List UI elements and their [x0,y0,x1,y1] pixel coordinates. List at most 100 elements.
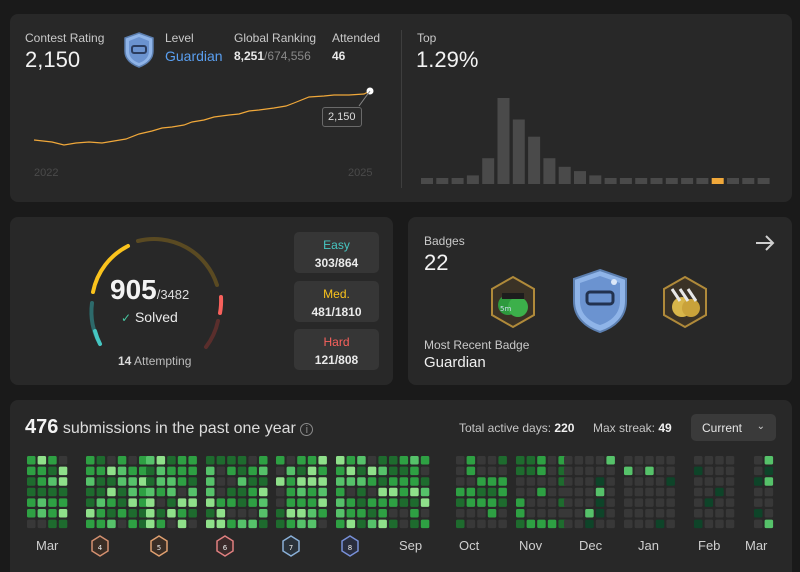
heatmap-cell[interactable] [318,456,327,465]
heatmap-cell[interactable] [585,498,594,507]
year-select[interactable]: Current ⌄ [691,414,776,441]
contest-badge-icon[interactable]: 5 [149,535,169,557]
heatmap-cell[interactable] [307,487,317,497]
heatmap-cell[interactable] [177,456,187,465]
heatmap-cell[interactable] [655,477,665,486]
heatmap-cell[interactable] [227,477,236,486]
heatmap-cell[interactable] [276,498,285,507]
heatmap-cell[interactable] [399,487,409,497]
heatmap-cell[interactable] [336,509,345,518]
heatmap-cell[interactable] [564,456,573,465]
heatmap-cell[interactable] [378,498,387,507]
heatmap-cell[interactable] [248,477,257,486]
distribution-bar[interactable] [466,175,479,184]
heatmap-cell[interactable] [336,456,345,465]
heatmap-cell[interactable] [410,498,419,507]
heatmap-cell[interactable] [248,498,257,507]
heatmap-cell[interactable] [27,477,36,486]
heatmap-cell[interactable] [585,456,594,465]
heatmap-cell[interactable] [725,509,735,518]
heatmap-cell[interactable] [725,519,735,529]
heatmap-cell[interactable] [48,477,57,486]
heatmap-cell[interactable] [399,477,409,486]
heatmap-cell[interactable] [389,487,398,497]
heatmap-cell[interactable] [206,477,215,486]
heatmap-cell[interactable] [357,466,366,476]
heatmap-cell[interactable] [96,519,106,529]
heatmap-cell[interactable] [307,466,317,476]
heatmap-cell[interactable] [206,487,215,497]
heatmap-cell[interactable] [564,477,573,486]
heatmap-cell[interactable] [107,509,116,518]
heatmap-cell[interactable] [537,519,546,529]
heatmap-cell[interactable] [498,466,507,476]
rating-distribution-chart[interactable] [418,96,774,184]
heatmap-cell[interactable] [357,456,366,465]
heatmap-cell[interactable] [367,466,377,476]
heatmap-cell[interactable] [37,509,47,518]
heatmap-cell[interactable] [86,466,95,476]
heatmap-cell[interactable] [27,498,36,507]
heatmap-cell[interactable] [624,509,633,518]
heatmap-cell[interactable] [526,509,536,518]
heatmap-cell[interactable] [477,498,486,507]
heatmap-cell[interactable] [297,477,306,486]
heatmap-cell[interactable] [237,498,247,507]
heatmap-cell[interactable] [48,509,57,518]
50-days-badge-icon[interactable]: 5m [488,275,538,329]
heatmap-cell[interactable] [498,477,507,486]
heatmap-cell[interactable] [86,477,95,486]
hard-stat-box[interactable]: Hard 121/808 [294,329,379,370]
heatmap-cell[interactable] [389,498,398,507]
heatmap-cell[interactable] [526,477,536,486]
heatmap-cell[interactable] [318,509,327,518]
heatmap-cell[interactable] [420,466,430,476]
heatmap-cell[interactable] [286,456,296,465]
heatmap-cell[interactable] [146,509,155,518]
heatmap-cell[interactable] [117,477,127,486]
heatmap-cell[interactable] [666,466,675,476]
heatmap-cell[interactable] [378,487,387,497]
heatmap-cell[interactable] [156,466,166,476]
heatmap-cell[interactable] [477,456,486,465]
heatmap-cell[interactable] [634,498,644,507]
heatmap-cell[interactable] [248,456,257,465]
heatmap-cell[interactable] [574,487,584,497]
heatmap-cell[interactable] [96,456,106,465]
heatmap-cell[interactable] [595,498,605,507]
heatmap-cell[interactable] [477,466,486,476]
distribution-bar[interactable] [742,178,755,184]
heatmap-cell[interactable] [466,487,476,497]
heatmap-cell[interactable] [318,498,327,507]
annual-badge-icon[interactable] [660,275,710,329]
heatmap-cell[interactable] [156,498,166,507]
heatmap-cell[interactable] [477,487,486,497]
submission-heatmap[interactable] [10,452,792,542]
heatmap-cell[interactable] [177,498,187,507]
arrow-right-icon[interactable] [754,234,776,252]
heatmap-cell[interactable] [389,466,398,476]
heatmap-cell[interactable] [694,456,703,465]
heatmap-cell[interactable] [516,456,525,465]
heatmap-cell[interactable] [216,466,226,476]
heatmap-cell[interactable] [216,498,226,507]
heatmap-cell[interactable] [297,509,306,518]
heatmap-cell[interactable] [248,487,257,497]
heatmap-cell[interactable] [694,466,703,476]
heatmap-cell[interactable] [655,498,665,507]
heatmap-cell[interactable] [564,466,573,476]
heatmap-cell[interactable] [248,509,257,518]
heatmap-cell[interactable] [624,519,633,529]
heatmap-cell[interactable] [420,487,430,497]
heatmap-cell[interactable] [107,477,116,486]
heatmap-cell[interactable] [237,456,247,465]
heatmap-cell[interactable] [58,487,68,497]
heatmap-cell[interactable] [645,498,654,507]
heatmap-cell[interactable] [526,466,536,476]
distribution-bar[interactable] [512,119,525,185]
heatmap-cell[interactable] [420,498,430,507]
heatmap-cell[interactable] [346,466,356,476]
heatmap-cell[interactable] [346,519,356,529]
heatmap-cell[interactable] [399,519,409,529]
heatmap-cell[interactable] [206,498,215,507]
